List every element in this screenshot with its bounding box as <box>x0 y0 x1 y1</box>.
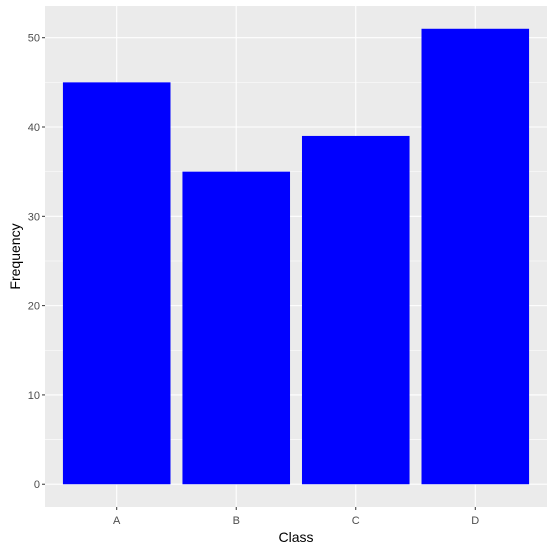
bar-a <box>62 82 171 485</box>
x-axis: A B C D <box>113 507 479 527</box>
y-tick-label: 10 <box>28 390 40 402</box>
y-tick-label: 0 <box>34 479 40 491</box>
x-tick-label: A <box>113 515 121 527</box>
x-tick-label: D <box>471 515 479 527</box>
y-tick-label: 50 <box>28 33 40 45</box>
bars <box>62 28 530 485</box>
bar-c <box>301 135 410 485</box>
y-tick-label: 40 <box>28 122 40 134</box>
bar-b <box>182 171 291 485</box>
y-tick-label: 30 <box>28 211 40 223</box>
bar-d <box>421 28 530 485</box>
y-axis-title: Frequency <box>7 223 23 289</box>
y-axis: 0 10 20 30 40 50 <box>28 33 45 491</box>
x-axis-title: Class <box>278 529 313 545</box>
x-tick-label: C <box>352 515 360 527</box>
x-tick-label: B <box>233 515 240 527</box>
y-tick-label: 20 <box>28 301 40 313</box>
